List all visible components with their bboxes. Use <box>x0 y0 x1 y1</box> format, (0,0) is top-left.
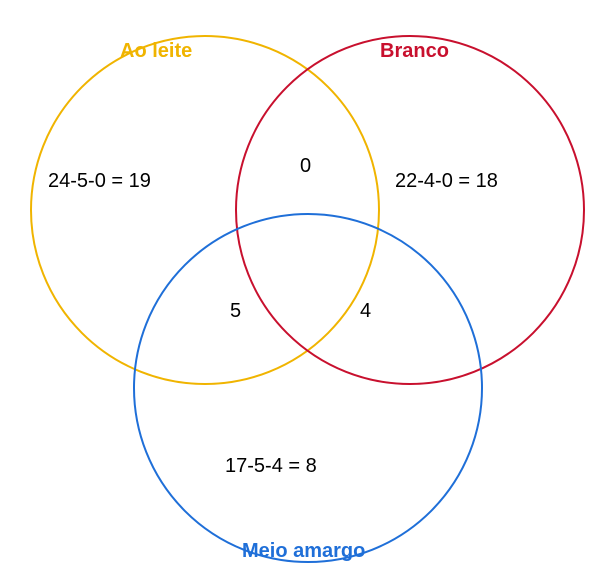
venn-region-b-only: 22-4-0 = 18 <box>395 170 498 193</box>
venn-region-a-only: 24-5-0 = 19 <box>48 170 151 193</box>
venn-label-branco: Branco <box>380 40 449 63</box>
venn-diagram: Ao leite Branco Meio amargo 24-5-0 = 19 … <box>0 0 611 568</box>
venn-region-ab: 0 <box>300 155 311 178</box>
venn-label-ao-leite: Ao leite <box>120 40 192 63</box>
venn-region-c-only: 17-5-4 = 8 <box>225 455 317 478</box>
venn-label-meio-amargo: Meio amargo <box>242 540 365 563</box>
venn-region-ac: 5 <box>230 300 241 323</box>
venn-circle-meio-amargo <box>133 213 483 563</box>
venn-region-bc: 4 <box>360 300 371 323</box>
